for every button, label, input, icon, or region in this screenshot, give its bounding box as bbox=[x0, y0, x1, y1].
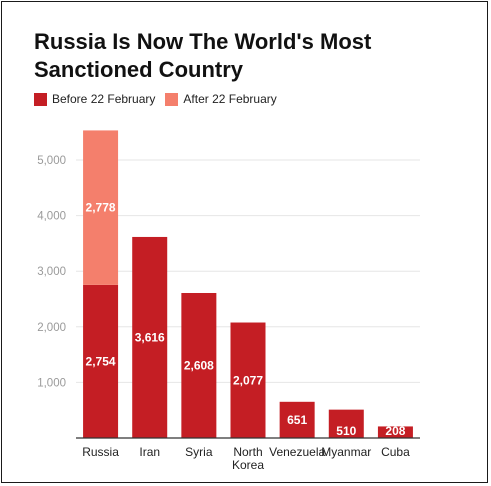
y-tick-label: 1,000 bbox=[37, 377, 66, 389]
bar-before-north-korea bbox=[230, 322, 266, 438]
category-label: Russia bbox=[82, 445, 119, 459]
category-label: Venezuela bbox=[269, 445, 325, 459]
category-label: Iran bbox=[139, 445, 160, 459]
category-label: Korea bbox=[232, 458, 264, 472]
legend-item-after: After 22 February bbox=[165, 92, 277, 106]
bar-before-cuba bbox=[377, 426, 413, 438]
chart-title: Russia Is Now The World's Most Sanctione… bbox=[34, 29, 372, 82]
data-label-before: 2,608 bbox=[184, 358, 214, 372]
data-label-before: 2,077 bbox=[233, 373, 263, 387]
y-tick-label: 2,000 bbox=[37, 322, 66, 334]
y-tick-label: 4,000 bbox=[37, 211, 66, 223]
data-label-before: 510 bbox=[336, 424, 356, 438]
legend-swatch-before bbox=[34, 92, 47, 106]
y-tick-label: 5,000 bbox=[37, 155, 66, 167]
legend-label-before: Before 22 February bbox=[52, 92, 156, 106]
data-label-before: 651 bbox=[287, 413, 307, 427]
bar-before-iran bbox=[132, 236, 168, 438]
bar-before-myanmar bbox=[328, 409, 364, 438]
legend-swatch-after bbox=[165, 92, 179, 106]
category-label: North bbox=[233, 445, 262, 459]
category-label: Syria bbox=[185, 445, 213, 459]
data-label-before: 208 bbox=[385, 424, 405, 438]
data-label-before: 3,616 bbox=[135, 330, 165, 344]
y-tick-label: 3,000 bbox=[37, 266, 66, 278]
bar-after-russia bbox=[83, 130, 119, 285]
data-label-before: 2,754 bbox=[86, 354, 116, 368]
category-label: Cuba bbox=[381, 445, 410, 459]
bar-before-syria bbox=[181, 292, 217, 438]
legend-label-after: After 22 February bbox=[183, 92, 277, 106]
data-label-after: 2,778 bbox=[86, 201, 116, 215]
bar-before-venezuela bbox=[279, 401, 315, 438]
legend-item-before: Before 22 February bbox=[34, 92, 155, 106]
legend: Before 22 February After 22 February bbox=[34, 92, 287, 106]
category-label: Myanmar bbox=[321, 445, 371, 459]
bar-before-russia bbox=[83, 284, 119, 438]
